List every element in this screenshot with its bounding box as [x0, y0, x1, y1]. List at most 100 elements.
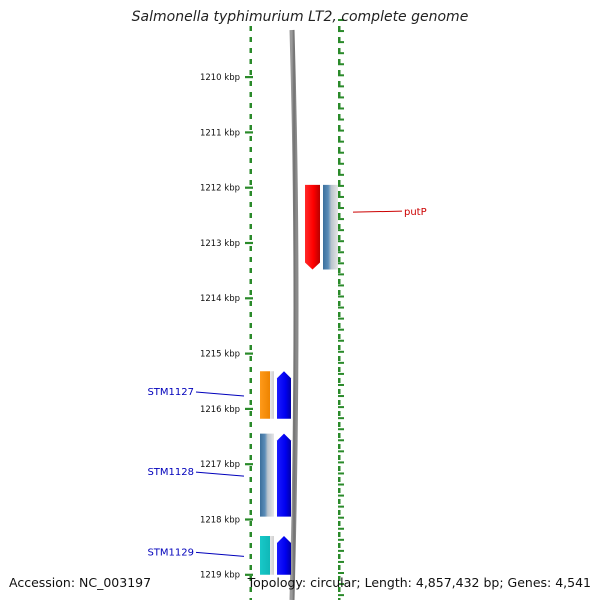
ruler-dot-inner — [249, 103, 252, 108]
gene-arrow[interactable] — [305, 184, 320, 270]
ruler-dot-inner — [249, 81, 252, 86]
ruler-dot-inner — [249, 191, 252, 196]
ruler-dot-inner — [249, 37, 252, 42]
label-leader — [195, 551, 245, 557]
ruler-dot-inner — [249, 334, 252, 339]
ruler-dot-inner — [249, 257, 252, 262]
ruler-minor-tick — [338, 207, 344, 210]
ruler-dot-outer — [338, 235, 341, 240]
tick-label: 1218 kbp — [200, 515, 240, 525]
ruler-dot-inner — [249, 224, 252, 229]
ruler-dot-inner — [249, 598, 252, 600]
ruler-minor-tick — [338, 273, 344, 276]
ruler-major-tick — [245, 241, 253, 245]
ruler-dot-inner — [249, 26, 252, 31]
ruler-dot-outer — [338, 37, 341, 42]
ruler-dot-outer — [338, 191, 341, 196]
ruler-dot-outer — [338, 345, 341, 350]
tick-label: 1212 kbp — [200, 184, 240, 194]
ruler-dot-outer — [338, 334, 341, 339]
ruler-minor-tick — [338, 85, 344, 88]
label-leader — [352, 210, 403, 213]
ruler-major-tick — [245, 186, 253, 189]
ruler-dot-outer — [338, 356, 341, 361]
ruler-dot-inner — [249, 400, 252, 405]
ruler-minor-tick — [338, 428, 344, 431]
gene-arrow[interactable] — [323, 184, 338, 270]
ruler-minor-tick — [338, 560, 344, 563]
ruler-dot-inner — [249, 169, 252, 174]
ruler-dot-outer — [338, 136, 341, 141]
ruler-dot-inner — [249, 92, 252, 97]
gene-label[interactable]: STM1128 — [147, 467, 194, 478]
ruler-minor-tick — [338, 461, 344, 464]
ruler-dot-inner — [249, 389, 252, 394]
ruler-dot-inner — [249, 48, 252, 53]
ruler-major-tick — [245, 76, 253, 79]
ruler-minor-tick — [338, 406, 344, 409]
ruler-minor-tick — [338, 583, 344, 586]
ruler-minor-tick — [338, 572, 344, 574]
ruler-dot-outer — [338, 268, 341, 273]
gene-label[interactable]: STM1127 — [147, 387, 194, 398]
gene-arrow[interactable] — [260, 433, 274, 517]
ruler-minor-tick — [338, 30, 344, 33]
ruler-minor-tick — [338, 107, 344, 110]
ruler-dot-outer — [338, 257, 341, 262]
gene-label[interactable]: putP — [404, 207, 427, 218]
ruler-dot-outer — [338, 466, 341, 471]
ruler-minor-tick — [338, 328, 344, 331]
ruler-dot-outer — [338, 48, 341, 53]
ruler-dot-outer — [338, 246, 341, 251]
ruler-minor-tick — [338, 594, 344, 597]
ruler-dot-inner — [249, 411, 252, 416]
ruler-minor-tick — [338, 395, 344, 398]
ruler-minor-tick — [338, 240, 344, 243]
ruler-dot-inner — [249, 576, 252, 581]
ruler-dot-outer — [338, 587, 341, 592]
gene-label[interactable]: STM1129 — [147, 547, 194, 558]
ruler-dot-inner — [249, 532, 252, 537]
ruler-dot-inner — [249, 455, 252, 460]
ruler-dot-outer — [338, 389, 341, 394]
gene-features — [260, 184, 338, 575]
ruler-dot-outer — [338, 279, 341, 284]
tick-label: 1215 kbp — [200, 350, 240, 360]
tick-label: 1217 kbp — [200, 460, 240, 470]
ruler-dot-inner — [249, 499, 252, 504]
ruler-dot-outer — [338, 378, 341, 383]
ruler-minor-tick — [338, 295, 344, 298]
ruler-minor-tick — [338, 63, 344, 66]
ruler-dot-inner — [249, 444, 252, 449]
tick-label: 1219 kbp — [200, 571, 240, 581]
ruler-minor-tick — [338, 140, 344, 143]
ruler-minor-tick — [338, 74, 344, 77]
gene-labels: putP STM1127 STM1128 STM1129 — [147, 207, 426, 558]
ruler-minor-tick — [338, 151, 344, 154]
tick-label: 1213 kbp — [200, 239, 240, 249]
ruler-dot-outer — [338, 532, 341, 537]
ruler-minor-tick — [338, 162, 344, 165]
ruler-dot-outer — [338, 510, 341, 515]
gene-arrow[interactable] — [260, 371, 274, 419]
ruler-minor-tick — [338, 52, 344, 55]
ruler-minor-tick — [338, 229, 344, 232]
ruler-dot-outer — [338, 114, 341, 119]
gene-arrow[interactable] — [277, 433, 291, 517]
ruler-dot-outer — [338, 543, 341, 548]
ruler-minor-tick — [338, 538, 344, 541]
ruler-dot-outer — [338, 213, 341, 218]
ruler-major-tick — [245, 407, 253, 410]
ruler-dot-outer — [338, 422, 341, 427]
tick-label: 1214 kbp — [200, 294, 240, 304]
gene-arrow[interactable] — [277, 535, 291, 575]
ruler-major-tick — [245, 463, 253, 466]
label-leader — [195, 471, 245, 477]
gene-arrow[interactable] — [260, 535, 274, 575]
gene-arrow[interactable] — [277, 371, 291, 419]
ruler-dot-inner — [249, 235, 252, 240]
ruler-dot-inner — [249, 213, 252, 218]
ruler-dot-inner — [249, 301, 252, 306]
ruler-dot-inner — [249, 356, 252, 361]
ruler-dot-outer — [338, 323, 341, 328]
